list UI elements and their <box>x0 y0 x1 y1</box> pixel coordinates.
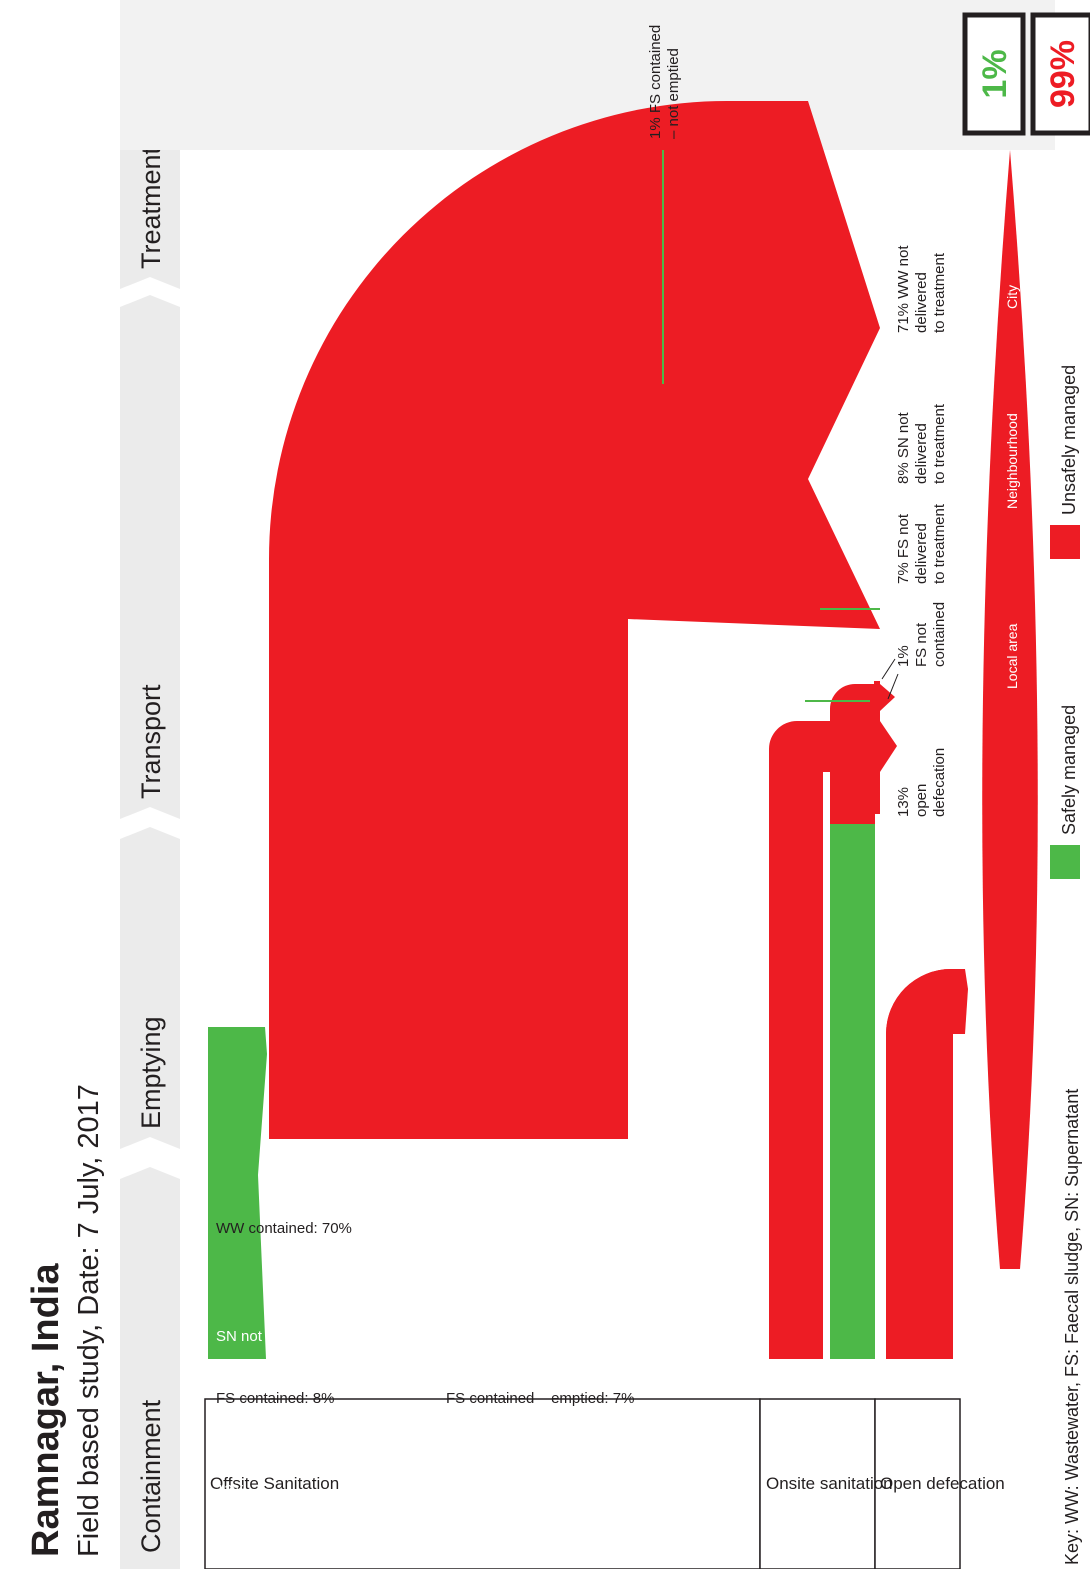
summary-safe-pct: 1% <box>976 49 1014 98</box>
outcome-fs-nc-1: 1% <box>895 645 912 667</box>
label-fs-emptied: FS contained – emptied: 7% <box>446 1390 634 1407</box>
scale-neighbourhood: Neighbourhood <box>1004 413 1020 509</box>
scale-local: Local area <box>1004 623 1020 689</box>
flow-sn-not-contained <box>769 1129 823 1359</box>
stage-label-containment: Containment <box>136 1399 166 1553</box>
outcome-open-3: defecation <box>931 748 948 817</box>
category-label-onsite: Onsite sanitation <box>766 1474 893 1493</box>
outcome-fs-nd-2: delivered <box>913 523 930 584</box>
flow-sn-elbow <box>769 721 897 1129</box>
label-open-pct: 13% <box>216 1482 246 1499</box>
stage-arrow-transport <box>120 295 180 819</box>
pointer-fs-nc <box>881 658 896 680</box>
stage-arrow-treatment <box>120 150 180 289</box>
legend-safe-label: Safely managed <box>1059 705 1079 835</box>
stage-label-emptying: Emptying <box>136 1016 166 1129</box>
outcome-open-2: open <box>913 784 930 817</box>
category-label-offsite: Offsite Sanitation <box>210 1474 339 1493</box>
outcome-fs-nc-2: FS not <box>913 622 930 667</box>
outcome-sn-nd-3: to treatment <box>931 403 948 484</box>
category-label-open: Open defecation <box>880 1474 1005 1493</box>
stage-arrow-containment <box>120 1167 180 1569</box>
legend-unsafe-label: Unsafely managed <box>1059 365 1079 515</box>
flow-ww-not-delivered <box>269 101 880 1139</box>
category-table: Offsite Sanitation Onsite sanitation Ope… <box>204 1398 1005 1569</box>
summary-safe-box <box>962 12 1026 136</box>
flow-ww-contained <box>208 1027 267 1359</box>
page-subtitle: Field based study, Date: 7 July, 2017 <box>73 1084 105 1557</box>
stage-label-transport: Transport <box>136 684 166 799</box>
outcome-ww-nd-3: to treatment <box>931 252 948 333</box>
legend-unsafe-swatch <box>1050 525 1080 559</box>
outcome-labels: 13% open defecation 1% FS not contained … <box>647 25 948 817</box>
flow-fs-contained <box>830 1129 875 1359</box>
legend-safe-swatch <box>1050 845 1080 879</box>
summary-unsafe-box <box>1030 12 1090 136</box>
flow-fs-not-contained <box>874 681 880 814</box>
legend-key: Key: WW: Wastewater, FS: Faecal sludge, … <box>1062 1089 1082 1565</box>
outcome-fs-nd-3: to treatment <box>931 503 948 584</box>
flow-open-elbow <box>886 969 968 1034</box>
label-sn-not-contained: SN not contained: 8% <box>216 1328 361 1345</box>
outcome-fs-nc-3: contained <box>931 602 948 667</box>
flow-open-defecation <box>886 969 953 1359</box>
page-title: Ramnagar, India <box>25 1263 67 1557</box>
scale-bar <box>982 150 1038 1269</box>
outcome-sn-nd-2: delivered <box>913 423 930 484</box>
stage-arrow-emptying <box>120 827 180 1149</box>
flow-fs-not-delivered <box>830 684 895 824</box>
summary-panel <box>120 0 1055 150</box>
outcome-ww-nd-2: delivered <box>913 272 930 333</box>
label-ww-contained: WW contained: 70% <box>216 1220 352 1237</box>
label-fs-contained: FS contained: 8% <box>216 1390 334 1407</box>
stage-headers: Containment Emptying Transport Treatment <box>120 146 180 1569</box>
stage-label-treatment: Treatment <box>136 146 166 269</box>
diagram-landscape: Ramnagar, India Field based study, Date:… <box>25 0 1090 1569</box>
outcome-fs-ne-1: 1% FS contained <box>647 25 664 139</box>
outcome-ww-nd-1: 71% WW not <box>895 245 912 333</box>
scale-city: City <box>1004 285 1020 309</box>
flow-fs-emptied <box>830 824 875 1129</box>
pointer-fs-nd <box>887 673 899 700</box>
outcome-sn-nd-1: 8% SN not <box>895 411 912 484</box>
outcome-open-1: 13% <box>895 787 912 817</box>
category-open-box <box>874 1398 961 1569</box>
summary-unsafe-pct: 99% <box>1044 40 1082 108</box>
outcome-fs-ne-2: – not emptied <box>665 48 682 139</box>
outcome-fs-nd-1: 7% FS not <box>895 513 912 584</box>
